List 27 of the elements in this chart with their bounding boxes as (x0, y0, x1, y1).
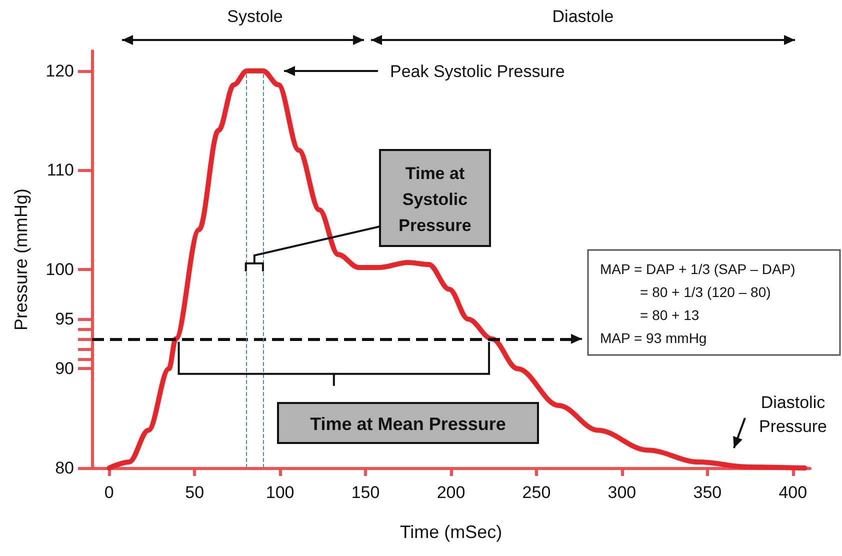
x-tick-label: 400 (778, 483, 808, 502)
x-tick-label: 0 (104, 483, 114, 502)
annotation: = 80 + 13 (640, 307, 700, 323)
annotation: Peak Systolic Pressure (390, 62, 565, 81)
annotation: MAP = 93 mmHg (600, 330, 707, 346)
x-axis-title: Time (mSec) (400, 522, 502, 542)
y-tick-label: 120 (46, 61, 74, 80)
y-tick-label: 95 (55, 310, 74, 329)
text: Diastole (552, 7, 614, 26)
y-tick-label: 80 (55, 458, 74, 478)
y-tick-label: 110 (46, 160, 74, 180)
x-tick-label: 250 (522, 483, 551, 502)
annotation: Time at Systolic Pressure (398, 164, 472, 235)
y-tick-label: 100 (46, 260, 74, 279)
annotation: Time at Mean Pressure (310, 414, 506, 434)
text: Systole (227, 7, 283, 26)
annotation: Diastolic Pressure (758, 393, 828, 436)
y-axis-title: Pressure (mmHg) (11, 188, 31, 331)
x-tick-label: 350 (693, 483, 722, 502)
x-tick-label: 300 (608, 483, 636, 502)
annotation: MAP = DAP + 1/3 (SAP – DAP) (600, 261, 796, 277)
x-tick-label: 200 (436, 483, 466, 502)
x-tick-label: 100 (266, 483, 294, 502)
x-tick-label: 50 (185, 483, 204, 502)
annotation: = 80 + 1/3 (120 – 80) (640, 284, 771, 300)
y-tick-label: 90 (55, 359, 74, 378)
x-tick-label: 150 (351, 483, 380, 502)
